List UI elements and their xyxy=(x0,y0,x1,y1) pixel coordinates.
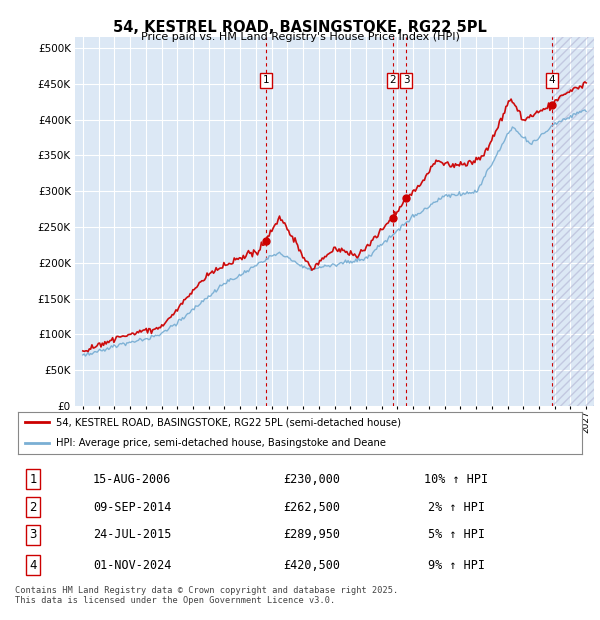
Bar xyxy=(552,37,594,406)
Text: 1: 1 xyxy=(29,473,37,486)
Text: 09-SEP-2014: 09-SEP-2014 xyxy=(93,501,171,513)
Text: 2: 2 xyxy=(389,75,396,85)
Text: Price paid vs. HM Land Registry's House Price Index (HPI): Price paid vs. HM Land Registry's House … xyxy=(140,32,460,42)
Text: 54, KESTREL ROAD, BASINGSTOKE, RG22 5PL: 54, KESTREL ROAD, BASINGSTOKE, RG22 5PL xyxy=(113,20,487,35)
Text: Contains HM Land Registry data © Crown copyright and database right 2025.
This d: Contains HM Land Registry data © Crown c… xyxy=(15,586,398,605)
Text: 01-NOV-2024: 01-NOV-2024 xyxy=(93,559,171,572)
Text: 1: 1 xyxy=(262,75,269,85)
Text: £262,500: £262,500 xyxy=(284,501,341,513)
Text: 4: 4 xyxy=(29,559,37,572)
Text: 2: 2 xyxy=(29,501,37,513)
Text: 2% ↑ HPI: 2% ↑ HPI xyxy=(427,501,485,513)
Text: 9% ↑ HPI: 9% ↑ HPI xyxy=(427,559,485,572)
Text: 15-AUG-2006: 15-AUG-2006 xyxy=(93,473,171,486)
Text: HPI: Average price, semi-detached house, Basingstoke and Deane: HPI: Average price, semi-detached house,… xyxy=(56,438,386,448)
Text: £420,500: £420,500 xyxy=(284,559,341,572)
Text: 54, KESTREL ROAD, BASINGSTOKE, RG22 5PL (semi-detached house): 54, KESTREL ROAD, BASINGSTOKE, RG22 5PL … xyxy=(56,417,401,427)
Text: 10% ↑ HPI: 10% ↑ HPI xyxy=(424,473,488,486)
Text: 3: 3 xyxy=(29,528,37,541)
Text: 4: 4 xyxy=(549,75,556,85)
Text: 24-JUL-2015: 24-JUL-2015 xyxy=(93,528,171,541)
Text: £230,000: £230,000 xyxy=(284,473,341,486)
Text: 5% ↑ HPI: 5% ↑ HPI xyxy=(427,528,485,541)
Text: £289,950: £289,950 xyxy=(284,528,341,541)
Text: 3: 3 xyxy=(403,75,409,85)
